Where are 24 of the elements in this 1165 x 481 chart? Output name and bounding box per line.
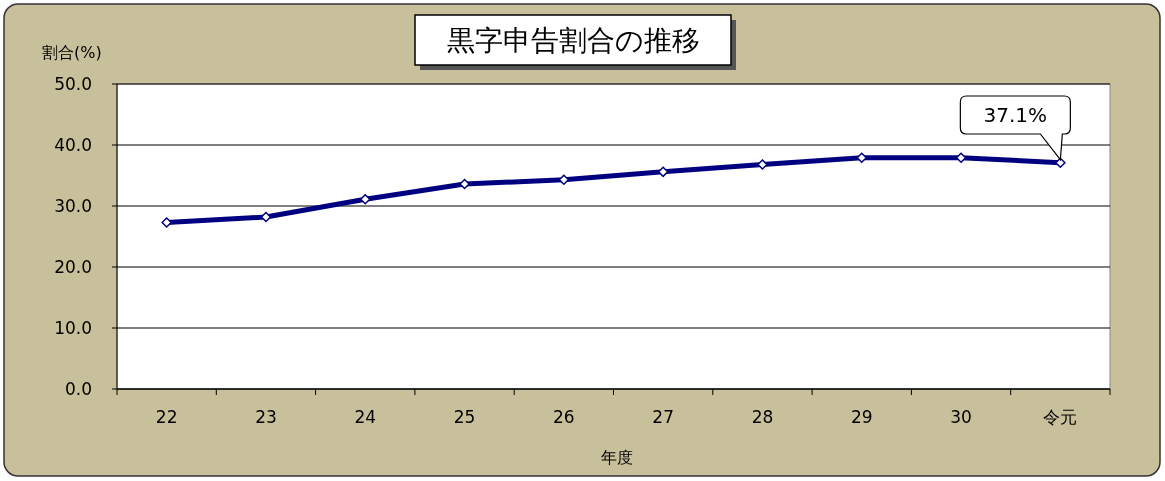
y-axis-title: 割合(%)	[42, 43, 102, 62]
x-tick-label: 29	[850, 407, 873, 427]
data-label: 37.1%	[983, 103, 1048, 127]
x-axis-title: 年度	[600, 448, 633, 467]
x-tick-label: 23	[255, 407, 277, 427]
y-tick-label: 30.0	[54, 196, 92, 216]
x-tick-label: 26	[553, 407, 575, 427]
chart-title: 黒字申告割合の推移	[446, 24, 700, 57]
callout: 37.1%	[959, 95, 1071, 161]
y-tick-label: 20.0	[54, 257, 92, 277]
x-tick-label: 22	[155, 407, 178, 427]
point	[1055, 157, 1066, 168]
y-tick-label: 50.0	[54, 74, 92, 94]
y-tick-label: 40.0	[54, 135, 92, 155]
x-tick-label: 24	[354, 407, 377, 427]
x-tick-label: 30	[950, 407, 972, 427]
point	[161, 217, 172, 228]
y-tick-label: 0.0	[64, 379, 92, 399]
x-tick-label: 28	[751, 407, 774, 427]
x-tick-label: 令元	[1043, 407, 1078, 427]
point	[757, 159, 768, 170]
x-tick-label: 25	[453, 407, 476, 427]
y-tick-label: 10.0	[54, 318, 92, 338]
x-tick-label: 27	[652, 407, 674, 427]
